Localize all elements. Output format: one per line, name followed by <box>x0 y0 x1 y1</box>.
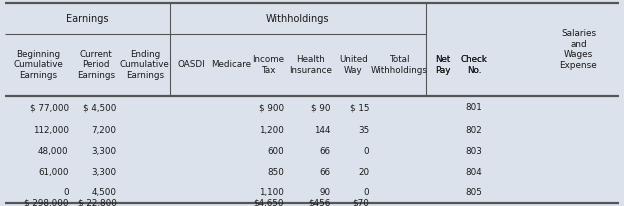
Text: Ending
Cumulative
Earnings: Ending Cumulative Earnings <box>120 50 170 80</box>
Text: 600: 600 <box>267 147 284 156</box>
Text: Check
No.: Check No. <box>461 55 487 75</box>
Text: 3,300: 3,300 <box>92 167 117 177</box>
Text: 90: 90 <box>319 188 331 197</box>
Text: 804: 804 <box>466 167 482 177</box>
Text: United
Way: United Way <box>339 55 368 75</box>
Text: 35: 35 <box>358 126 369 135</box>
Text: $ 900: $ 900 <box>259 103 284 112</box>
Text: $4,650: $4,650 <box>253 198 284 206</box>
Text: 48,000: 48,000 <box>38 147 69 156</box>
Text: 20: 20 <box>358 167 369 177</box>
Text: Total
Withholdings: Total Withholdings <box>371 55 427 75</box>
Text: $ 90: $ 90 <box>311 103 331 112</box>
Text: Income
Tax: Income Tax <box>252 55 285 75</box>
Text: 802: 802 <box>466 126 482 135</box>
Text: $ 77,000: $ 77,000 <box>29 103 69 112</box>
Text: 144: 144 <box>314 126 331 135</box>
Text: OASDI: OASDI <box>177 60 205 69</box>
Text: 850: 850 <box>267 167 284 177</box>
Text: Current
Period
Earnings: Current Period Earnings <box>77 50 115 80</box>
Text: 0: 0 <box>364 188 369 197</box>
Text: Net
Pay: Net Pay <box>435 55 450 75</box>
Text: 66: 66 <box>319 167 331 177</box>
Text: 66: 66 <box>319 147 331 156</box>
Text: Net
Pay: Net Pay <box>435 55 450 75</box>
Text: 803: 803 <box>466 147 482 156</box>
Text: Health
Insurance: Health Insurance <box>289 55 332 75</box>
Text: 1,100: 1,100 <box>259 188 284 197</box>
Text: 805: 805 <box>466 188 482 197</box>
Text: 112,000: 112,000 <box>32 126 69 135</box>
Text: 1,200: 1,200 <box>259 126 284 135</box>
Text: $70: $70 <box>353 198 369 206</box>
Text: $ 298,000: $ 298,000 <box>24 198 69 206</box>
Text: 7,200: 7,200 <box>92 126 117 135</box>
Text: 3,300: 3,300 <box>92 147 117 156</box>
Text: $ 4,500: $ 4,500 <box>84 103 117 112</box>
Text: Check
No.: Check No. <box>461 55 487 75</box>
Text: $ 22,800: $ 22,800 <box>78 198 117 206</box>
Text: Withholdings: Withholdings <box>266 14 329 23</box>
Text: 61,000: 61,000 <box>38 167 69 177</box>
Text: 0: 0 <box>63 188 69 197</box>
Text: 801: 801 <box>466 103 482 112</box>
Text: Earnings: Earnings <box>66 14 109 23</box>
Text: $ 15: $ 15 <box>350 103 369 112</box>
Text: Medicare: Medicare <box>211 60 251 69</box>
Text: 4,500: 4,500 <box>92 188 117 197</box>
Text: Beginning
Cumulative
Earnings: Beginning Cumulative Earnings <box>14 50 63 80</box>
Text: $456: $456 <box>308 198 331 206</box>
Text: 0: 0 <box>364 147 369 156</box>
Text: Salaries
and
Wages
Expense: Salaries and Wages Expense <box>560 29 597 70</box>
